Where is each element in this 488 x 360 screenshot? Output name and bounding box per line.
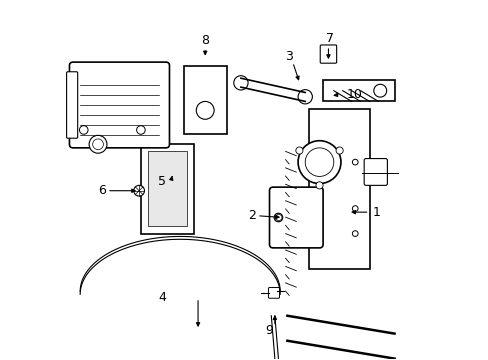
Circle shape <box>134 185 144 196</box>
Text: 2: 2 <box>247 209 255 222</box>
Text: 8: 8 <box>201 34 209 47</box>
Circle shape <box>295 147 303 154</box>
Text: 3: 3 <box>285 50 292 63</box>
Circle shape <box>305 148 333 176</box>
Polygon shape <box>183 66 226 134</box>
FancyBboxPatch shape <box>364 158 386 185</box>
FancyBboxPatch shape <box>69 62 169 148</box>
Text: 4: 4 <box>158 291 166 305</box>
Circle shape <box>352 159 357 165</box>
Circle shape <box>136 126 145 134</box>
FancyBboxPatch shape <box>66 72 78 138</box>
Circle shape <box>335 147 343 154</box>
FancyBboxPatch shape <box>320 45 336 63</box>
Circle shape <box>233 76 247 90</box>
Text: 6: 6 <box>98 184 105 197</box>
Text: 10: 10 <box>346 88 362 101</box>
Polygon shape <box>148 152 187 226</box>
Circle shape <box>89 135 107 153</box>
FancyBboxPatch shape <box>308 109 369 269</box>
Circle shape <box>196 102 214 119</box>
Circle shape <box>274 213 282 222</box>
Text: 1: 1 <box>372 206 380 219</box>
Polygon shape <box>323 80 394 102</box>
Circle shape <box>352 231 357 237</box>
Polygon shape <box>141 144 194 234</box>
FancyBboxPatch shape <box>269 187 323 248</box>
Circle shape <box>352 206 357 211</box>
Text: 9: 9 <box>265 324 273 337</box>
Circle shape <box>93 139 103 150</box>
Circle shape <box>373 84 386 97</box>
Text: 5: 5 <box>158 175 166 188</box>
Circle shape <box>315 182 323 189</box>
Text: 7: 7 <box>325 32 334 45</box>
Circle shape <box>298 141 340 184</box>
Circle shape <box>298 90 312 104</box>
FancyBboxPatch shape <box>268 288 279 298</box>
Circle shape <box>80 126 88 134</box>
Polygon shape <box>275 214 281 221</box>
